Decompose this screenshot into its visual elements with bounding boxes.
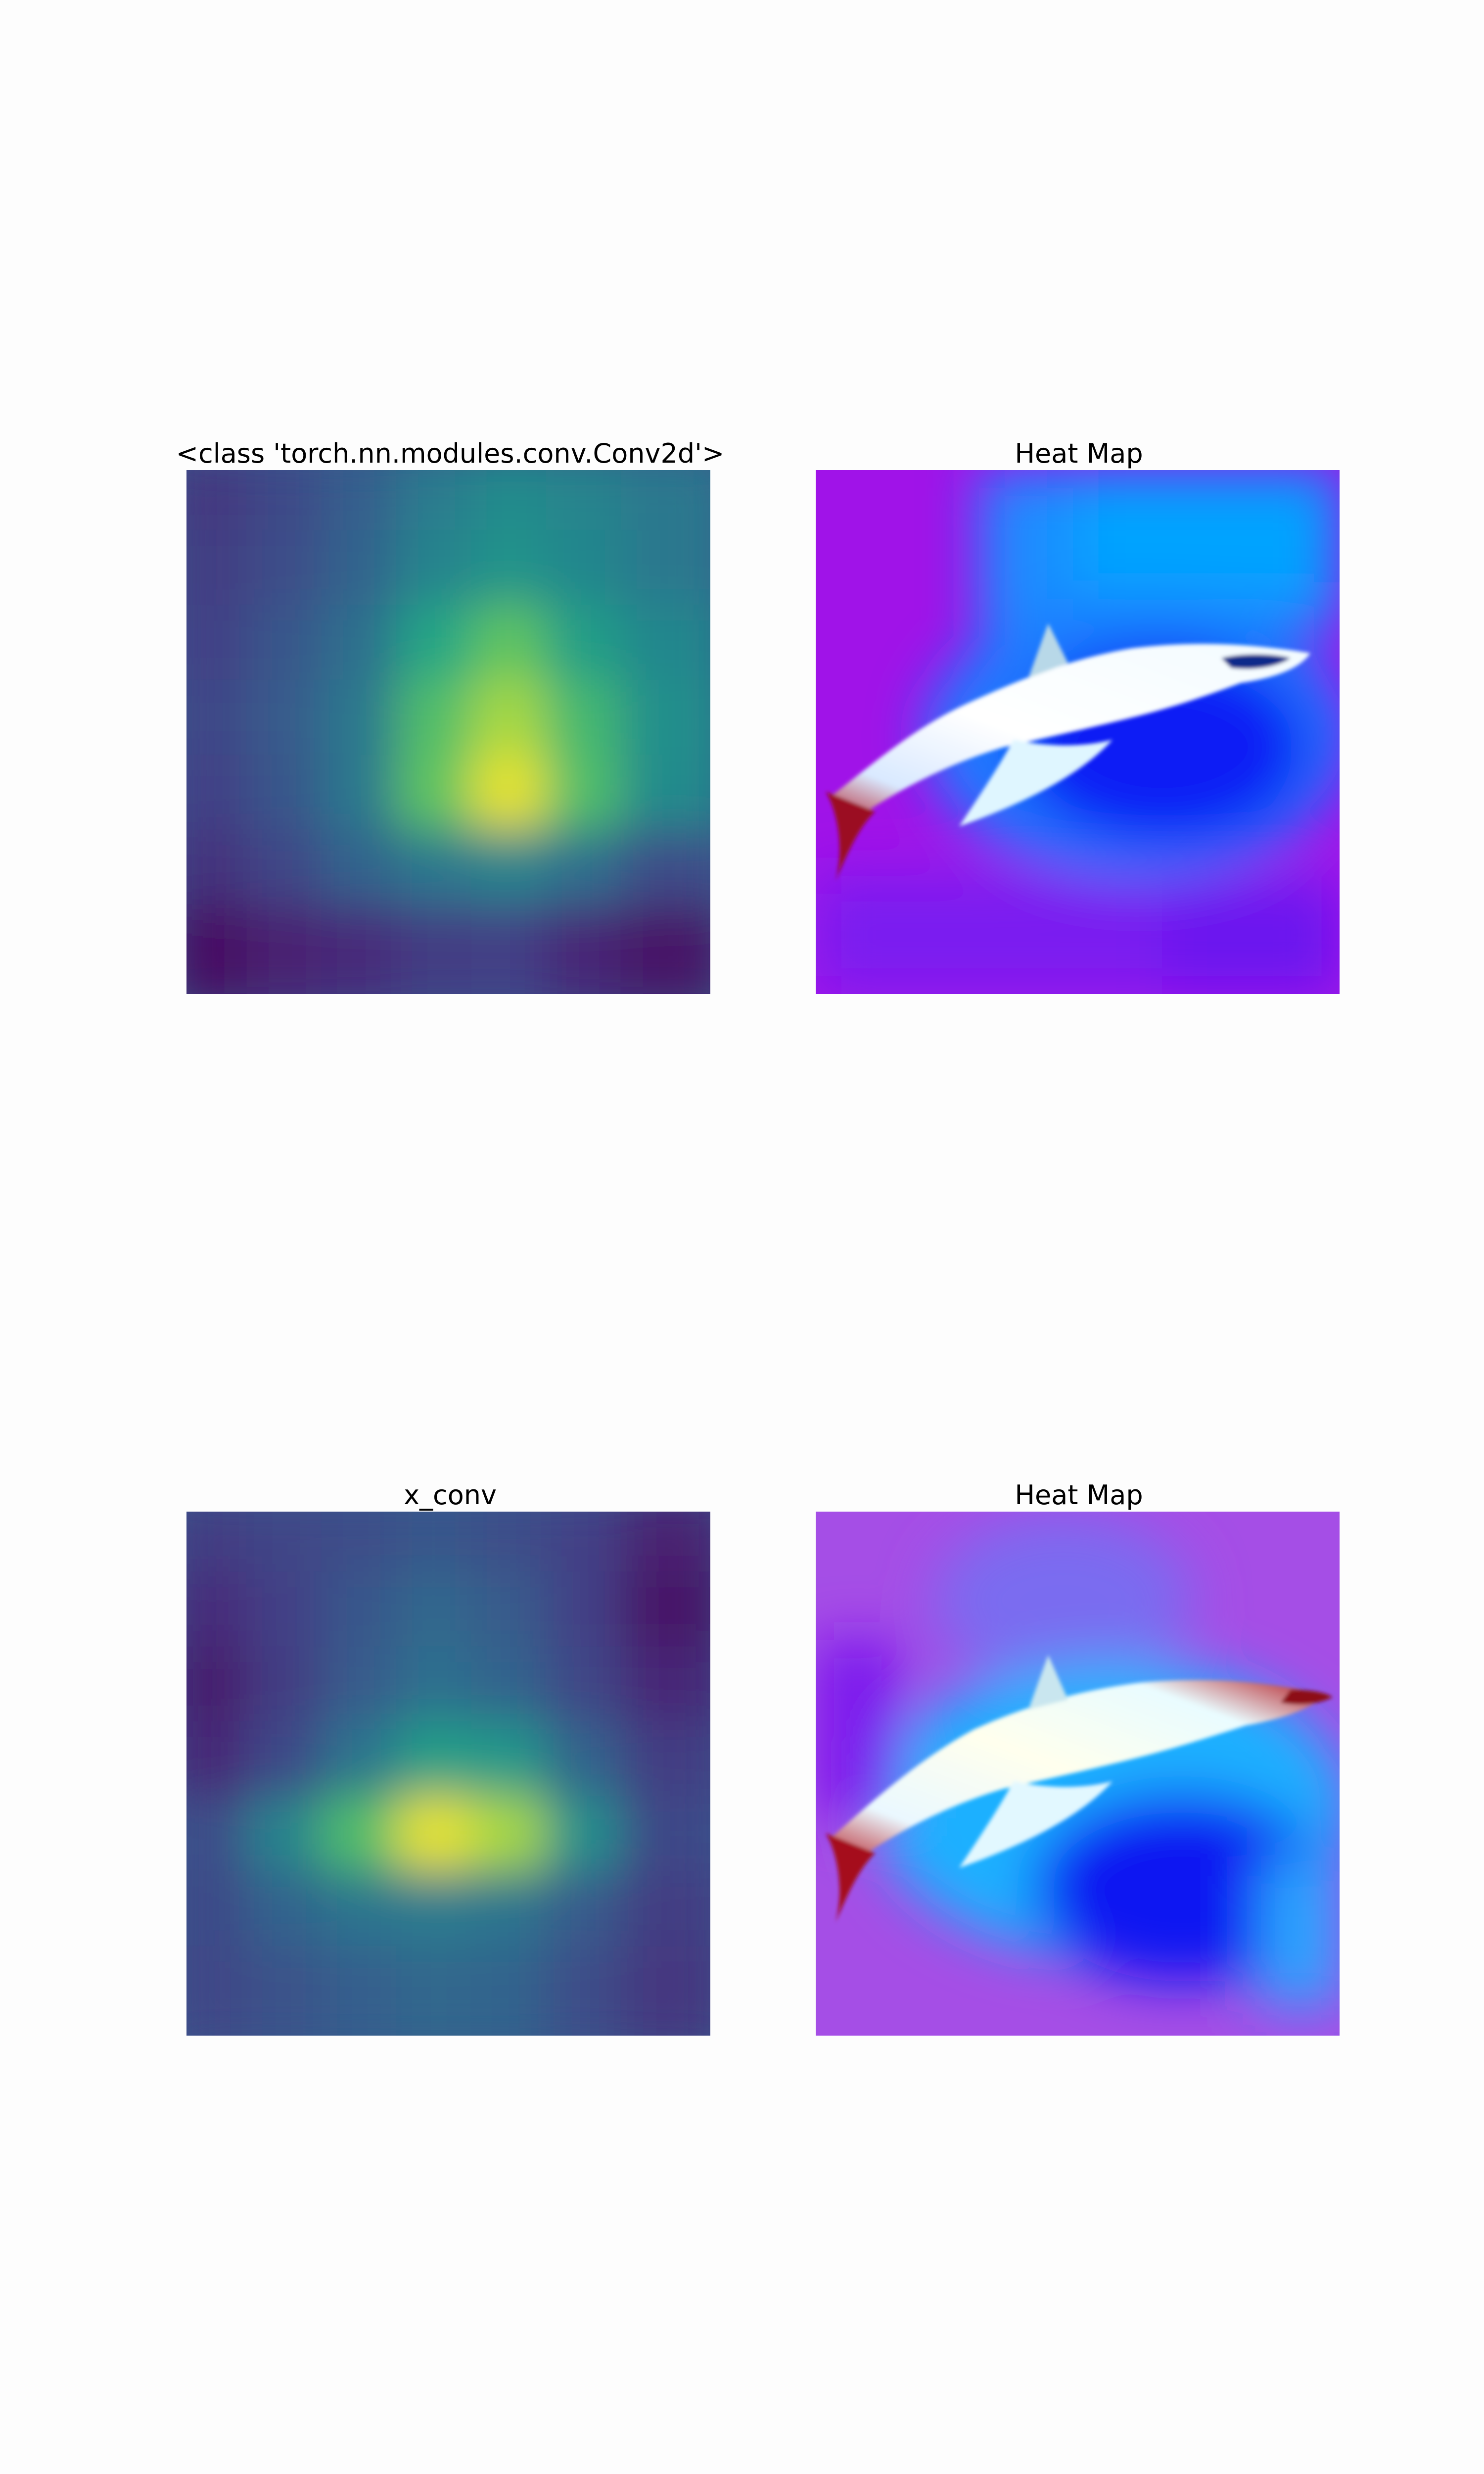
panel-title-heat-map-bottom: Heat Map [1015, 1479, 1143, 1511]
heat-map-overlay-top [816, 470, 1340, 994]
heatmap-x-conv [186, 1512, 710, 2036]
panel-title-x-conv: x_conv [404, 1479, 497, 1511]
x-conv-heatmap-cell-r6-c6 [620, 1946, 710, 2036]
panel-title-heat-map-top: Heat Map [1015, 438, 1143, 469]
conv2d-heatmap-cell-r6-c6 [620, 904, 710, 994]
heatmap-conv2d [186, 470, 710, 994]
shark-silhouette [826, 1655, 1333, 1922]
panel-title-conv2d: <class 'torch.nn.modules.conv.Conv2d'> [176, 438, 725, 469]
shark-silhouette [826, 623, 1310, 881]
heat-map-overlay-bottom [816, 1512, 1340, 2036]
